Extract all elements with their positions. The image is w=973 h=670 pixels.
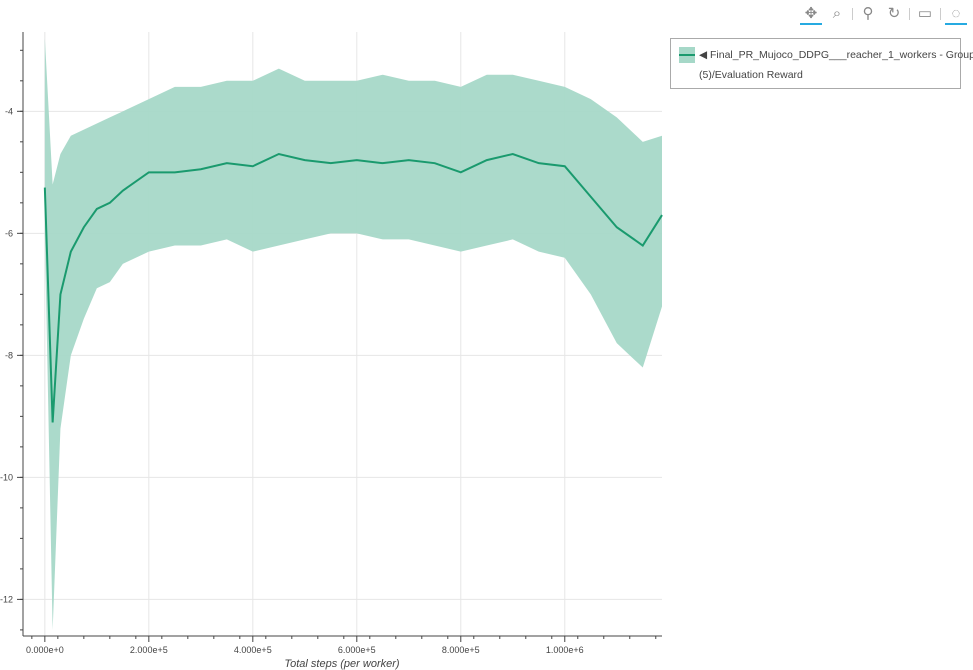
mean-line [43,152,663,423]
legend-swatch [679,47,695,63]
legend: ◀ Final_PR_Mujoco_DDPG___reacher_1_worke… [670,38,973,89]
x-tick-label: 4.000e+5 [234,645,272,655]
y-tick-label: -12 [0,594,13,604]
wheel-zoom-icon[interactable]: ⚲ [862,5,874,22]
x-tick-label: 0.000e+0 [26,645,64,655]
legend-label: ◀ Final_PR_Mujoco_DDPG___reacher_1_worke… [699,49,973,61]
legend-marker: ◀ [699,49,708,61]
legend-text-1: Final_PR_Mujoco_DDPG___reacher_1_workers… [710,49,973,61]
x-axis-label: Total steps (per worker) [284,658,399,670]
legend-label-2: (5)/Evaluation Reward [699,69,803,81]
toolbar-separator [852,8,853,20]
std-band [44,38,662,630]
y-tick-label: -8 [5,350,13,360]
toolbar: ✥⌕⚲↻▭◌✿ [800,3,973,25]
pan-icon[interactable]: ✥ [800,3,822,25]
save-icon[interactable]: ▭ [917,5,933,22]
y-tick-label: -6 [5,228,13,238]
x-tick-label: 8.000e+5 [442,645,480,655]
x-tick-label: 2.000e+5 [130,645,168,655]
y-tick-label: -10 [0,472,13,482]
toolbar-separator [940,8,941,20]
toolbar-separator [909,8,910,20]
x-tick-label: 6.000e+5 [338,645,376,655]
y-tick-label: -4 [5,106,13,116]
x-tick-label: 1.000e+6 [546,645,584,655]
box-zoom-icon[interactable]: ⌕ [832,4,842,22]
crosshair-icon[interactable]: ◌ [945,3,967,25]
reset-icon[interactable]: ↻ [887,5,901,22]
axes: 0.000e+0 2.000e+5 4.000e+5 6.000e+5 8.000e+5… [0,32,662,655]
